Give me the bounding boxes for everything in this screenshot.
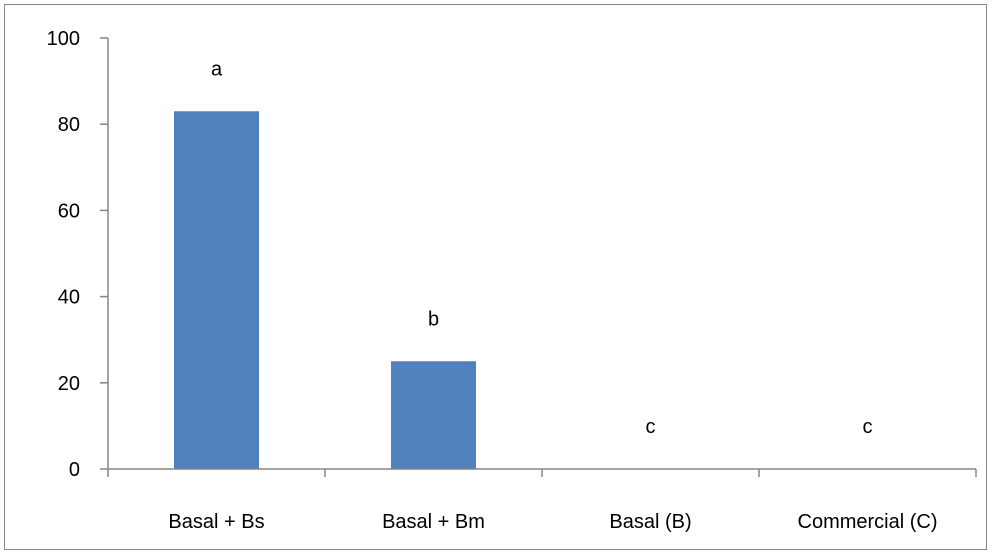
x-category-label: Commercial (C) — [798, 511, 938, 533]
bar-data-label: b — [428, 308, 439, 330]
y-tick-label: 20 — [58, 373, 80, 395]
y-tick-label: 40 — [58, 287, 80, 309]
x-category-label: Basal (B) — [609, 511, 691, 533]
y-ticks-group: 0 20 40 60 80 100 — [47, 28, 108, 481]
x-category-label: Basal + Bm — [382, 511, 485, 533]
data-labels-group: a b c c — [211, 58, 873, 438]
bar-data-label: a — [211, 58, 223, 80]
bar-data-label: c — [646, 416, 656, 438]
y-tick-label: 80 — [58, 114, 80, 136]
x-category-label: Basal + Bs — [168, 511, 264, 533]
bar — [391, 361, 476, 469]
bar — [174, 111, 259, 469]
bar-data-label: c — [863, 416, 873, 438]
y-tick-label: 100 — [47, 28, 80, 50]
x-ticks-group: Basal + Bs Basal + Bm Basal (B) Commercial … — [108, 469, 976, 533]
bars-group — [174, 111, 476, 469]
y-tick-label: 0 — [69, 459, 80, 481]
y-tick-label: 60 — [58, 200, 80, 222]
